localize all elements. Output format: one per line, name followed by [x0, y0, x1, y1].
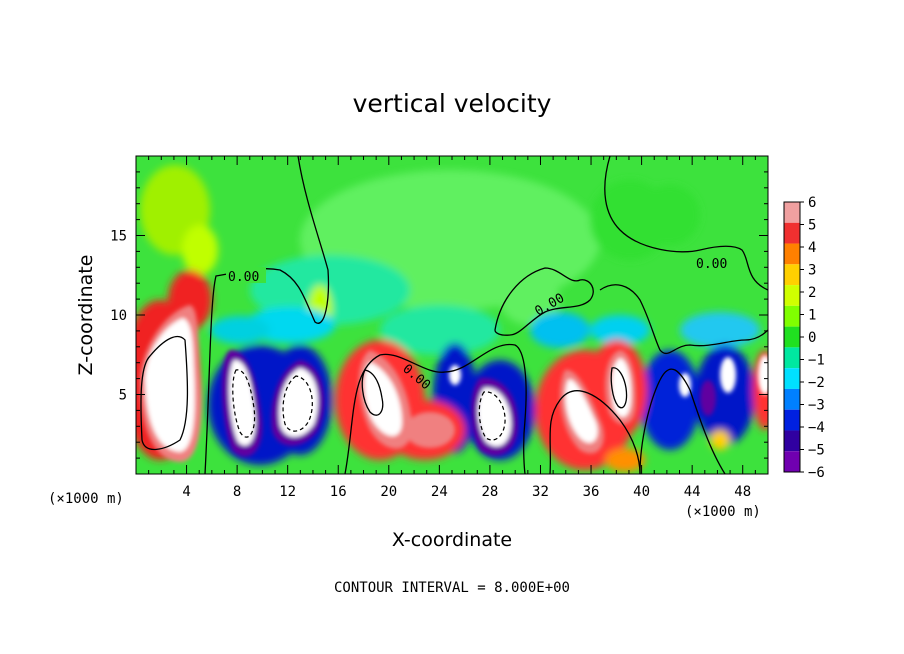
colorbar-swatch [784, 326, 800, 348]
colorbar-swatch [784, 305, 800, 327]
x-tick-label: 32 [532, 484, 549, 500]
colorbar-swatch [784, 222, 800, 244]
plot-area [136, 156, 768, 474]
colorbar-swatch [784, 202, 800, 223]
colorbar-swatch [784, 388, 800, 410]
x-tick-label: 4 [182, 484, 190, 500]
y-tick-label: 15 [110, 229, 127, 245]
y-tick-label: 10 [110, 308, 127, 324]
x-tick-label: 28 [481, 484, 498, 500]
colorbar-tick-label: 3 [808, 263, 816, 279]
x-tick-label: 24 [431, 484, 448, 500]
colorbar-tick-label: 1 [808, 308, 816, 324]
chart-title: vertical velocity [353, 89, 552, 118]
negative-contour-lines [232, 369, 506, 441]
colorbar-tick-label: −4 [808, 420, 825, 436]
contour-label: 0.00 [696, 257, 727, 272]
x-tick-label: 8 [233, 484, 241, 500]
x-tick-label: 36 [583, 484, 600, 500]
contour-label: 0.00 [228, 270, 259, 285]
x-tick-label: 12 [279, 484, 296, 500]
colorbar-tick-label: −2 [808, 375, 825, 391]
colorbar-swatch [784, 368, 800, 389]
colorbar-swatch [784, 243, 800, 265]
colorbar-tick-label: 6 [808, 195, 816, 211]
colorbar-tick-label: 4 [808, 240, 816, 256]
contour-label-bg [694, 254, 734, 270]
colorbar-swatch [784, 347, 800, 369]
colorbar-tick-label: 5 [808, 218, 816, 234]
colorbar-tick-label: −1 [808, 353, 825, 369]
y-axis-label: Z-coordinate [75, 255, 97, 376]
x-axis-label: X-coordinate [392, 529, 512, 551]
colorbar-tick-label: −5 [808, 443, 825, 459]
colorbar-swatch [784, 264, 800, 286]
x-tick-label: 16 [330, 484, 347, 500]
colorbar-swatch [784, 451, 800, 472]
y-tick-label: 5 [119, 388, 127, 404]
x-tick-label: 44 [684, 484, 701, 500]
contour-lines [140, 156, 768, 474]
x-unit-label-left: (×1000 m) [48, 491, 124, 507]
x-tick-label: 20 [380, 484, 397, 500]
colorbar-tick-label: −6 [808, 465, 825, 481]
colorbar-swatch [784, 285, 800, 306]
colorbar: 6 5 4 3 2 1 0 −1 −2 −3 −4 −5 −6 [783, 195, 825, 481]
x-tick-label: 48 [734, 484, 751, 500]
colorbar-tick-label: 0 [808, 330, 816, 346]
x-axis: 4 8 12 16 20 24 28 32 36 40 44 48 [135, 156, 769, 500]
y-axis: 5 10 15 [110, 171, 768, 459]
x-tick-label: 40 [633, 484, 650, 500]
contour-label-bg [226, 267, 266, 283]
colorbar-tick-label: −3 [808, 398, 825, 414]
colorbar-swatch [784, 409, 800, 431]
colorbar-tick-label: 2 [808, 285, 816, 301]
x-unit-label-right: (×1000 m) [685, 504, 761, 520]
contour-interval-note: CONTOUR INTERVAL = 8.000E+00 [334, 580, 570, 596]
colorbar-swatch [784, 430, 800, 452]
